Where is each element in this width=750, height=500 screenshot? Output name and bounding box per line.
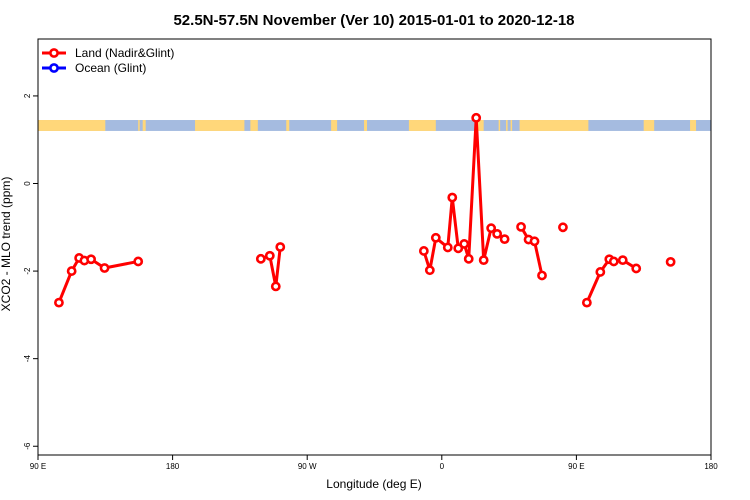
land-strip-segment <box>498 120 501 131</box>
data-point <box>66 266 77 276</box>
y-tick-label: 2 <box>23 93 32 98</box>
data-point <box>492 228 503 239</box>
land-strip-segment <box>286 120 290 131</box>
data-point <box>617 255 628 266</box>
data-point <box>558 222 568 233</box>
data-point <box>255 253 266 264</box>
data-point <box>537 270 547 281</box>
axes: 90 E 180 90 W 0 90 E 180 2 0 -2 -4 -6 <box>23 38 718 471</box>
land-strip-segment <box>250 120 258 131</box>
x-tick-label: 0 <box>440 462 445 471</box>
y-tick-label: 0 <box>23 181 32 186</box>
data-point <box>463 253 474 264</box>
legend: Land (Nadir&Glint)Ocean (Glint) <box>42 46 174 75</box>
legend-marker <box>49 48 59 58</box>
land-strip-segment <box>476 120 484 131</box>
land-strip-segment <box>142 120 146 131</box>
data-point <box>86 254 96 265</box>
data-point <box>270 281 281 292</box>
data-point <box>275 242 286 252</box>
series-line <box>57 256 139 304</box>
y-tick-label: -2 <box>23 267 32 275</box>
series-line <box>519 226 544 276</box>
land-strip-segment <box>38 120 106 131</box>
data-point <box>608 256 619 267</box>
x-tick-label: 90 E <box>30 462 46 471</box>
data-point <box>516 221 526 232</box>
land-strip-segment <box>331 120 338 131</box>
land-strip-segment <box>364 120 368 131</box>
data-point <box>595 267 606 277</box>
legend-label: Ocean (Glint) <box>75 61 146 75</box>
land-strip-segment <box>408 120 436 131</box>
data-point <box>447 192 458 203</box>
data-point <box>459 239 470 249</box>
data-point <box>486 223 497 234</box>
data-point <box>478 255 489 266</box>
x-tick-label: 90 E <box>568 462 584 471</box>
land-strip-segment <box>195 120 245 131</box>
data-point <box>471 112 482 123</box>
x-tick-label: 180 <box>166 462 180 471</box>
y-tick-label: -4 <box>23 355 32 363</box>
data-point <box>631 263 642 274</box>
data-point <box>424 265 435 276</box>
data-point <box>665 256 676 267</box>
land-ocean-strip <box>38 120 711 131</box>
land-strip-segment <box>690 120 697 131</box>
data-point <box>581 297 592 308</box>
land-strip-segment <box>519 120 589 131</box>
data-point <box>418 246 429 256</box>
data-point <box>54 297 64 308</box>
legend-marker <box>49 63 59 73</box>
data-point <box>264 250 275 261</box>
data-point <box>99 263 110 273</box>
ocean-strip <box>38 120 711 131</box>
data-point <box>499 234 510 245</box>
data-point <box>430 232 441 243</box>
y-axis-label: XCO2 - MLO trend (ppm) <box>0 177 13 312</box>
x-tick-label: 180 <box>704 462 718 471</box>
x-tick-label: 90 W <box>298 462 317 471</box>
chart-title: 52.5N-57.5N November (Ver 10) 2015-01-01… <box>173 12 574 29</box>
data-series <box>54 112 676 308</box>
data-point <box>133 256 144 267</box>
legend-label: Land (Nadir&Glint) <box>75 46 174 60</box>
land-strip-segment <box>510 120 513 131</box>
land-strip-segment <box>506 120 508 131</box>
land-strip-segment <box>138 120 140 131</box>
x-axis-label: Longitude (deg E) <box>326 477 421 491</box>
data-point <box>453 243 464 254</box>
data-point <box>442 242 453 253</box>
land-strip-segment <box>643 120 655 131</box>
data-point <box>529 236 540 247</box>
plot-frame <box>37 38 712 456</box>
y-tick-label: -6 <box>23 442 32 450</box>
